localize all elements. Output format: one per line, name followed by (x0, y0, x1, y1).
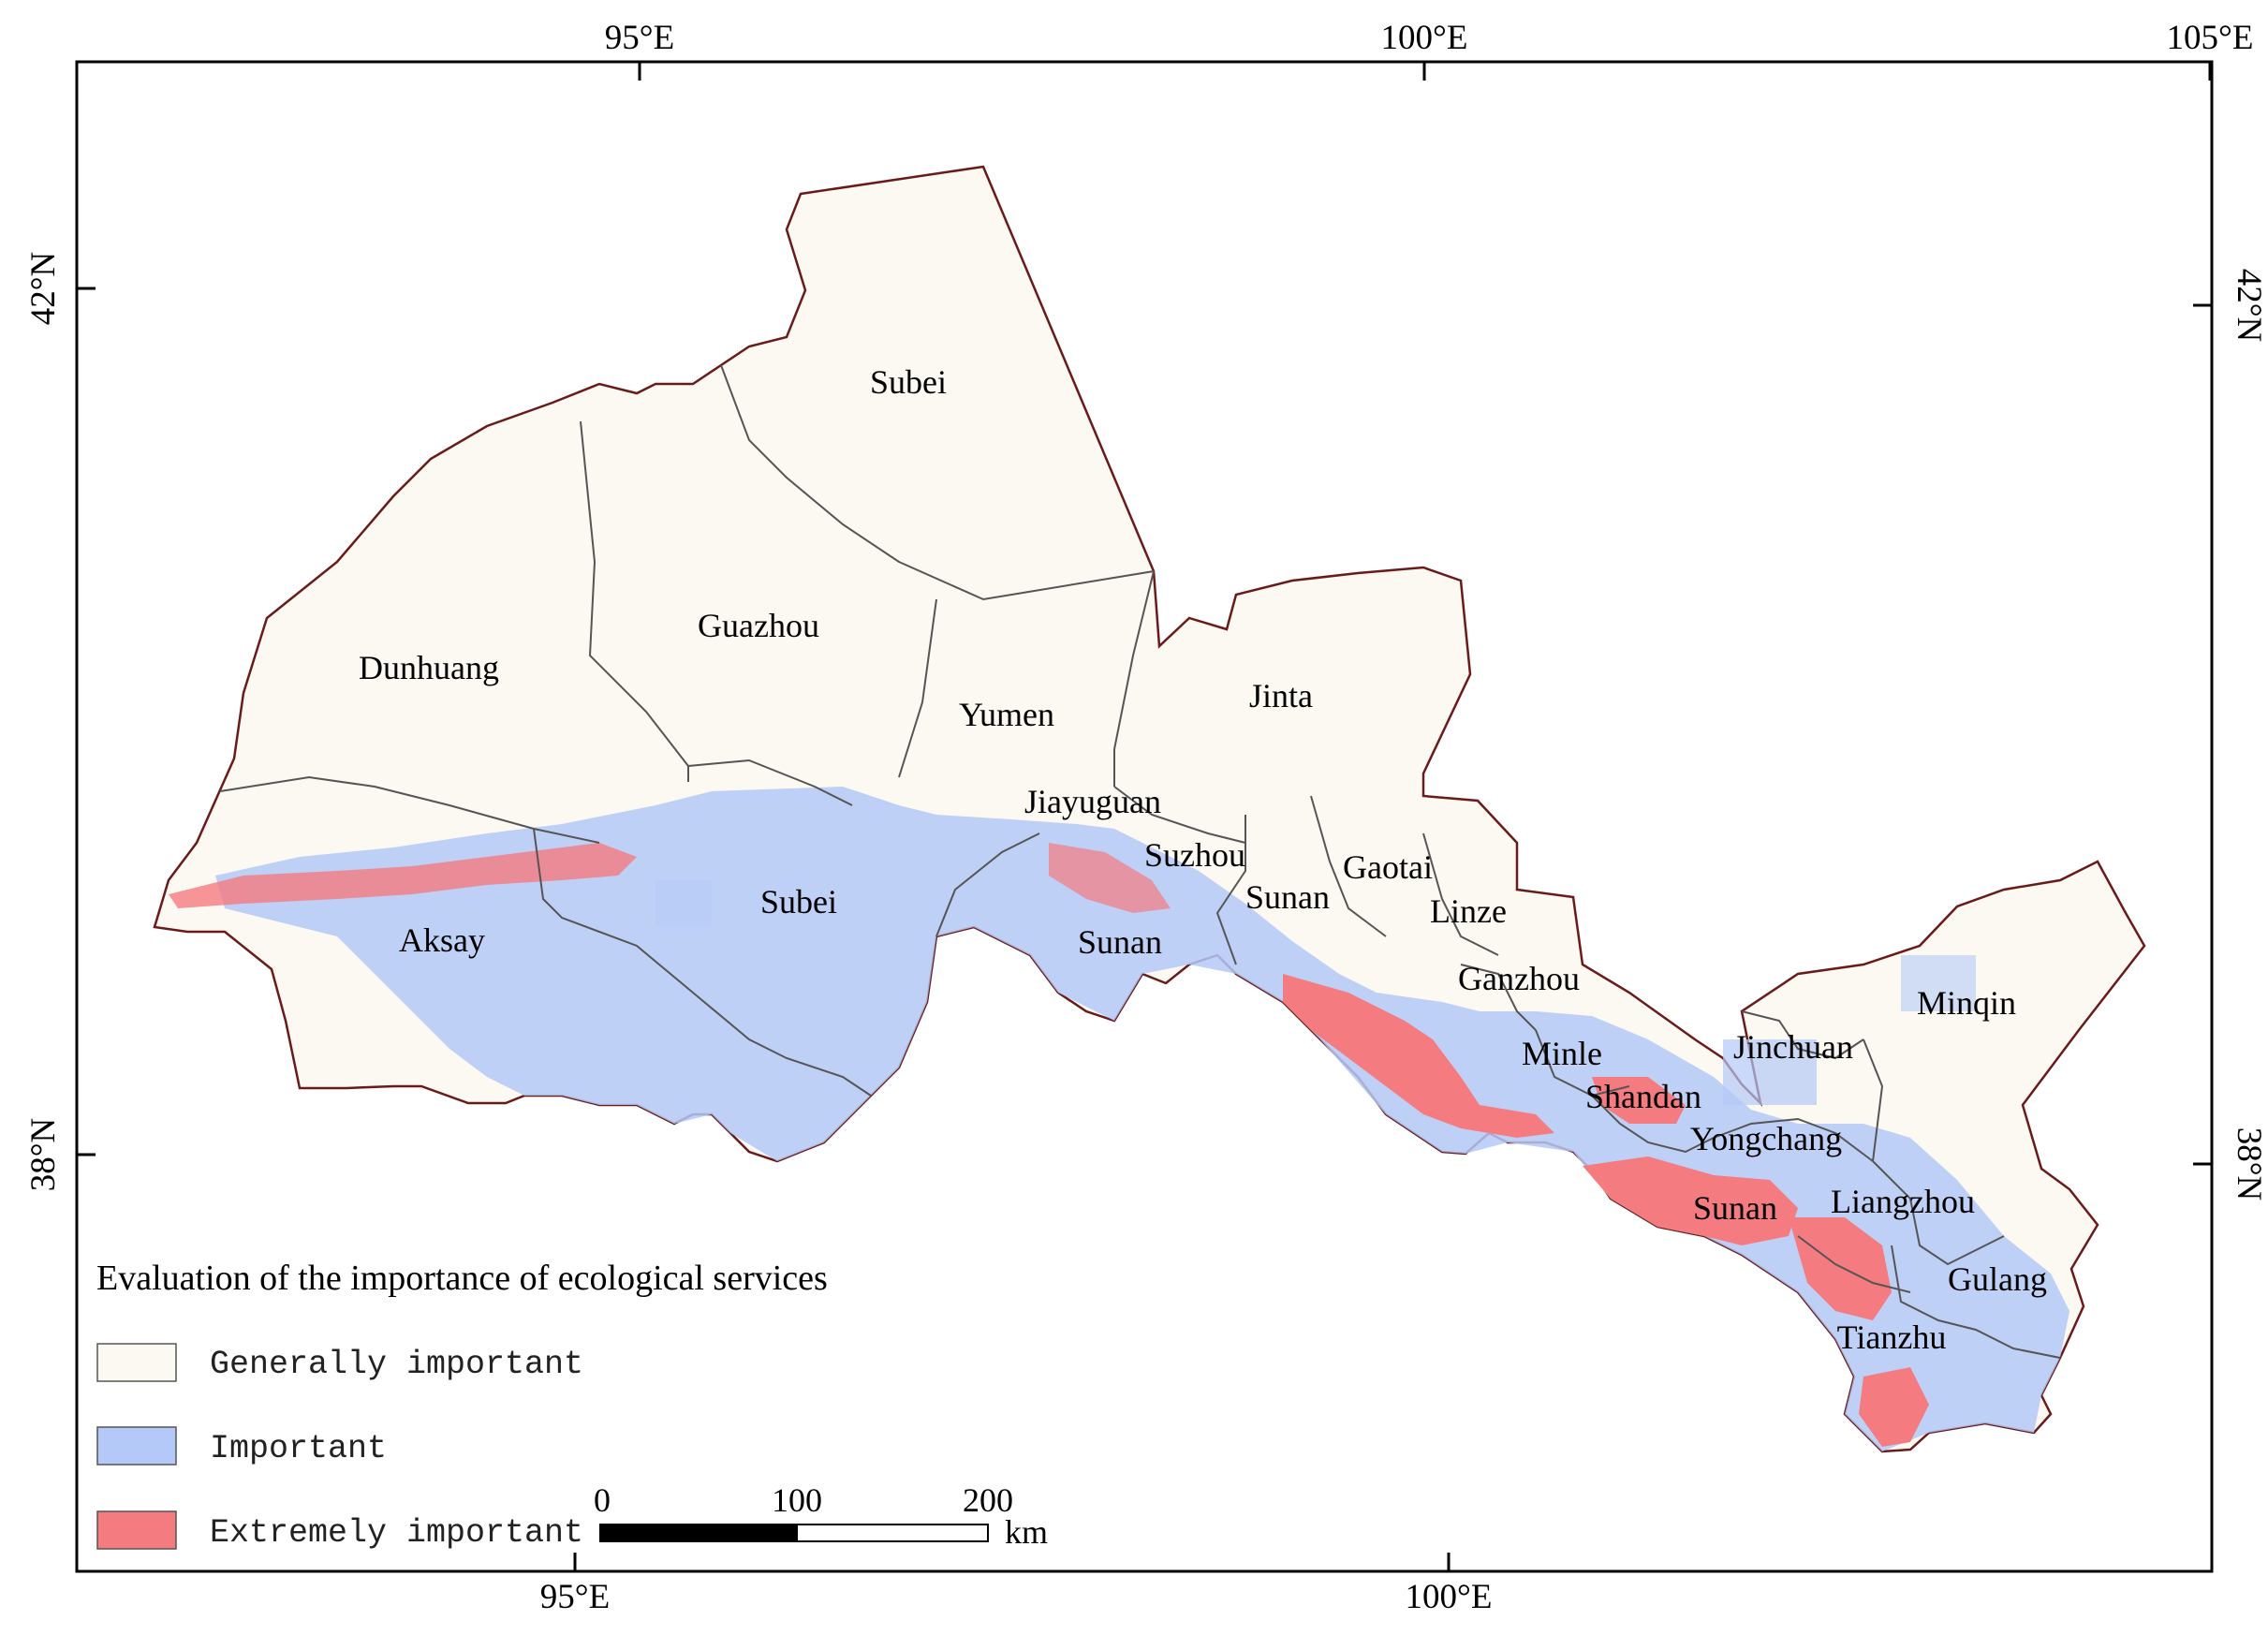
scale-bar-white-segment (796, 1524, 989, 1542)
label-ganzhou: Ganzhou (1458, 960, 1580, 997)
top-axis-label-95: 95°E (605, 19, 674, 57)
top-axis-label-105: 105°E (2167, 19, 2254, 57)
label-dunhuang: Dunhuang (359, 649, 499, 686)
legend-title: Evaluation of the importance of ecologic… (96, 1259, 828, 1298)
label-tianzhu: Tianzhu (1837, 1318, 1947, 1356)
label-jinta: Jinta (1249, 677, 1313, 714)
legend-label-important: Important (210, 1430, 387, 1467)
region-labels: Subei Guazhou Dunhuang Yumen Jinta Jiayu… (359, 363, 2047, 1356)
top-axis-label-100: 100°E (1381, 19, 1468, 57)
label-gulang: Gulang (1948, 1260, 2047, 1298)
extremely-important-areas (169, 843, 1929, 1447)
left-axis-label-42: 42°N (24, 252, 63, 326)
label-gaotai: Gaotai (1343, 848, 1433, 886)
label-jiayuguan: Jiayuguan (1024, 783, 1161, 820)
county-boundaries (219, 364, 2061, 1359)
label-yongchang: Yongchang (1690, 1120, 1842, 1157)
label-subei-north: Subei (870, 363, 947, 401)
scale-bar: 0 100 200 km (594, 1481, 1048, 1551)
scale-bar-black-segment (599, 1524, 798, 1542)
important-areas (215, 787, 2069, 1451)
label-jinchuan: Jinchuan (1733, 1028, 1853, 1066)
label-sunan-c: Sunan (1693, 1189, 1777, 1227)
label-sunan-a: Sunan (1245, 878, 1330, 916)
legend-label-generally: Generally important (210, 1346, 583, 1383)
label-liangzhou: Liangzhou (1831, 1183, 1975, 1220)
legend-swatch-extremely (96, 1510, 177, 1550)
legend-label-extremely: Extremely important (210, 1514, 583, 1552)
label-minle: Minle (1522, 1035, 1602, 1072)
label-yumen: Yumen (959, 696, 1054, 733)
right-axis-label-42: 42°N (2230, 269, 2268, 343)
label-aksay: Aksay (399, 921, 485, 959)
right-axis-label-38: 38°N (2230, 1127, 2268, 1201)
frame-ticks (77, 62, 2212, 1571)
label-sunan-b: Sunan (1078, 923, 1162, 961)
label-guazhou: Guazhou (698, 607, 819, 644)
label-minqin: Minqin (1917, 984, 2016, 1022)
scale-unit: km (1005, 1513, 1048, 1551)
scale-tick-100: 100 (772, 1481, 822, 1519)
label-suzhou: Suzhou (1144, 836, 1245, 874)
legend-swatch-generally (96, 1343, 177, 1382)
scale-tick-0: 0 (594, 1481, 611, 1519)
label-subei-south: Subei (760, 883, 837, 921)
label-linze: Linze (1430, 892, 1507, 930)
bottom-axis-label-95: 95°E (540, 1578, 610, 1616)
label-shandan: Shandan (1585, 1078, 1701, 1115)
legend-swatch-important (96, 1426, 177, 1466)
legend: Evaluation of the importance of ecologic… (96, 1259, 828, 1552)
bottom-axis-label-100: 100°E (1406, 1578, 1493, 1616)
left-axis-label-38: 38°N (24, 1118, 63, 1192)
scale-tick-200: 200 (963, 1481, 1013, 1519)
